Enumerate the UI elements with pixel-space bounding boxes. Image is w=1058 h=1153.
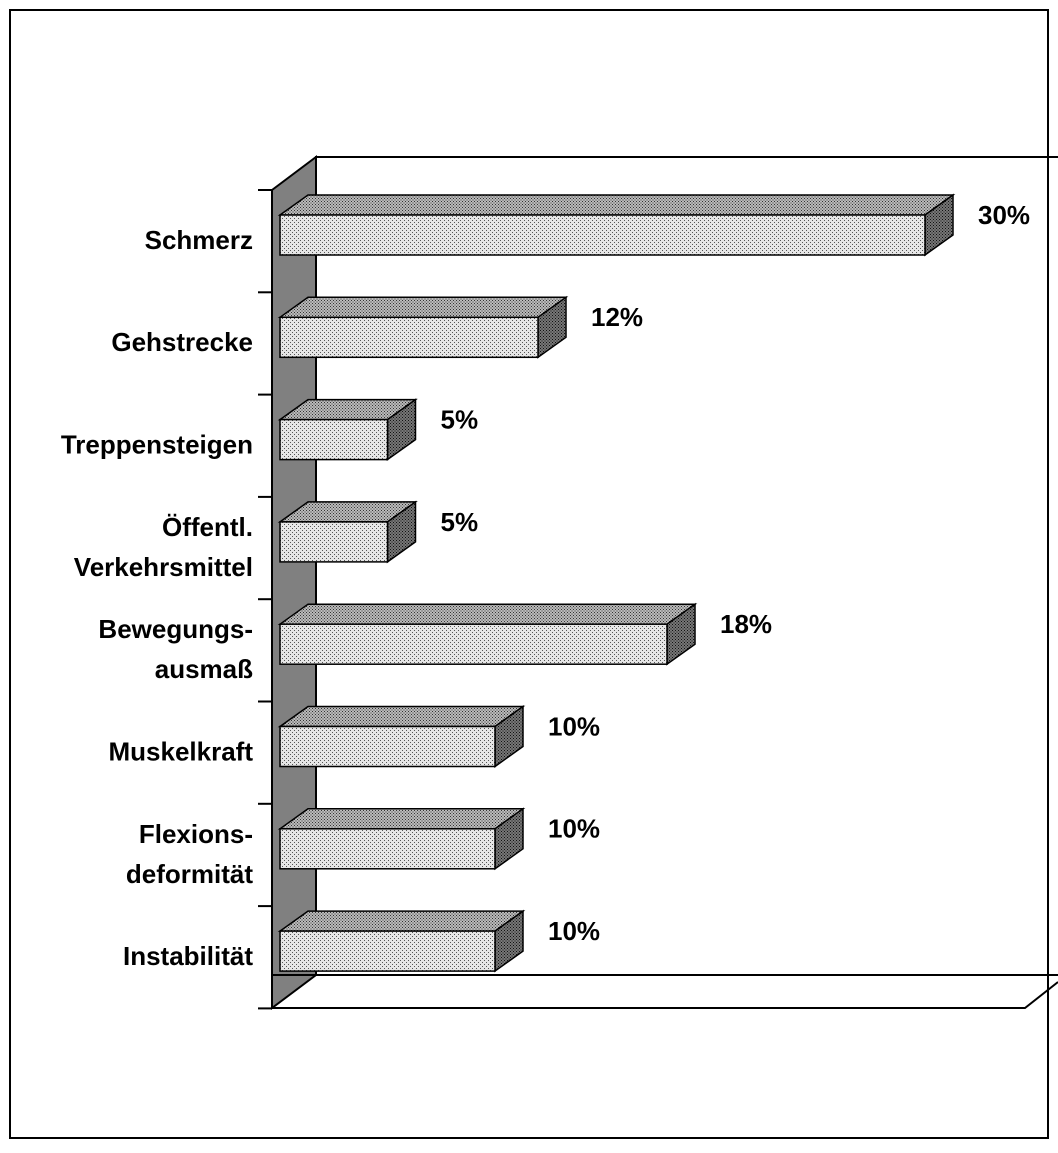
value-label: 12% <box>591 302 643 332</box>
value-label: 18% <box>720 609 772 639</box>
bar-front <box>279 316 539 359</box>
bar <box>277 398 418 462</box>
bar-top <box>277 910 526 932</box>
value-label: 10% <box>548 814 600 844</box>
category-label: Öffentl. Verkehrsmittel <box>74 512 253 582</box>
floor <box>272 981 1058 1009</box>
category-label: Instabilität <box>123 941 253 971</box>
side-wall <box>271 155 317 1010</box>
value-label: 10% <box>548 916 600 946</box>
bar <box>277 193 956 257</box>
bar-top <box>277 705 526 728</box>
bar-front <box>279 521 389 563</box>
value-label: 10% <box>548 711 600 741</box>
bar-front <box>279 930 496 972</box>
category-label: Muskelkraft <box>109 736 254 766</box>
bar <box>277 807 526 871</box>
bar-front <box>279 623 668 665</box>
value-label: 5% <box>441 404 479 434</box>
category-label: Flexions-deformität <box>126 819 253 889</box>
bar-front <box>279 214 926 256</box>
bar-top <box>277 603 698 625</box>
bar-top <box>277 808 526 830</box>
bar <box>277 705 526 768</box>
bar <box>277 295 569 359</box>
category-label: Schmerz <box>145 225 253 255</box>
bar-front <box>279 418 389 461</box>
value-label: 5% <box>441 507 479 537</box>
bar-front <box>279 725 496 768</box>
category-label: Gehstrecke <box>111 327 253 357</box>
bar-top <box>277 194 956 216</box>
plot: Schmerz 30% Gehstrecke 12% Treppensteigen 5% Ö… <box>61 189 1030 1010</box>
bar <box>277 909 526 973</box>
category-label: Treppensteigen <box>61 429 253 459</box>
bar <box>277 500 418 564</box>
category-label: Bewegungs-ausmaß <box>98 614 253 684</box>
bar-front <box>279 828 496 870</box>
bar <box>277 602 698 666</box>
value-label: 30% <box>978 200 1030 230</box>
bar-top <box>277 296 569 319</box>
